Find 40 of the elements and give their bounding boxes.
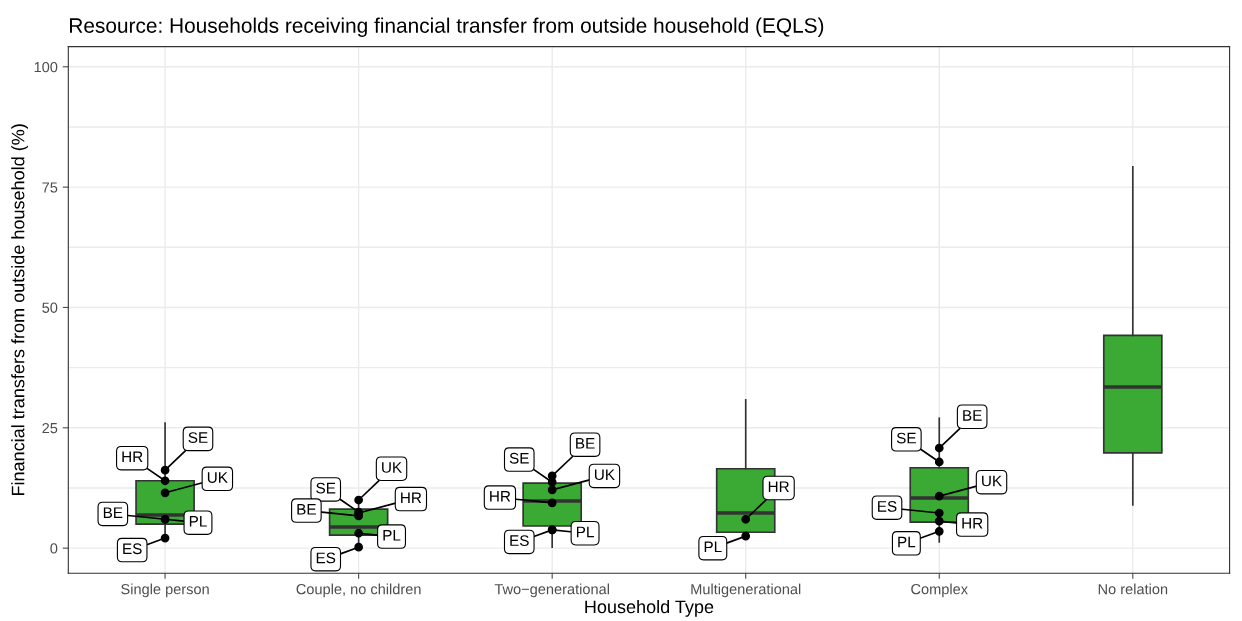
- data-label: BE: [103, 507, 123, 518]
- data-label: SE: [316, 482, 336, 494]
- y-tick-label: 75: [42, 182, 58, 193]
- data-label: HR: [768, 481, 789, 492]
- data-label: SE: [509, 452, 529, 464]
- chart-title: Resource: Households receiving financial transfer from outside household (EQLS): [70, 17, 824, 38]
- data-label: UK: [982, 475, 1002, 487]
- y-axis-title: Financial transfers from outside household (%): [11, 124, 28, 496]
- data-label: PL: [704, 541, 722, 553]
- data-label: PL: [898, 536, 916, 548]
- x-tick-label: Complex: [911, 583, 968, 598]
- data-label: ES: [123, 543, 142, 555]
- x-tick-label: Single person: [121, 583, 209, 598]
- data-label: ES: [510, 535, 529, 546]
- data-label: HR: [122, 451, 143, 463]
- data-label: ES: [878, 501, 897, 512]
- data-label: PL: [576, 526, 594, 538]
- x-axis-title: Household Type: [585, 599, 714, 617]
- y-tick-label: 50: [42, 302, 58, 313]
- data-label: ES: [316, 552, 336, 564]
- data-label: BE: [963, 410, 982, 421]
- data-label: UK: [382, 462, 402, 473]
- data-label: BE: [297, 504, 316, 515]
- data-label: HR: [401, 492, 422, 503]
- y-tick-label: 25: [42, 422, 58, 434]
- x-tick-label: Two−generational: [494, 583, 609, 598]
- x-tick-label: Multigenerational: [691, 583, 801, 598]
- x-tick-label: No relation: [1098, 583, 1168, 595]
- x-tick-label: Couple, no children: [296, 583, 421, 598]
- data-label: UK: [595, 469, 615, 481]
- data-label: UK: [207, 472, 228, 483]
- data-label: SE: [896, 432, 916, 444]
- data-label: PL: [383, 530, 401, 541]
- data-label: PL: [189, 516, 207, 527]
- y-tick-label: 100: [34, 61, 58, 73]
- data-label: HR: [962, 518, 983, 529]
- y-tick-label: 0: [50, 543, 58, 554]
- data-label: SE: [188, 432, 208, 443]
- data-label: BE: [576, 438, 595, 449]
- data-label: HR: [490, 491, 511, 502]
